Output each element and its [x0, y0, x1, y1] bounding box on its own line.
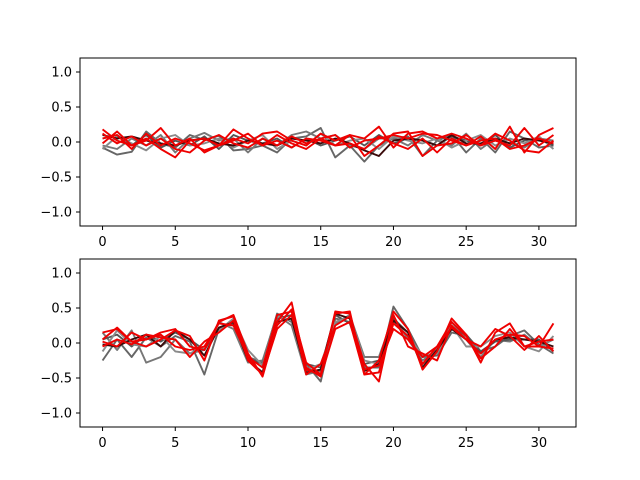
y-tick-label: −0.5 [40, 372, 72, 387]
x-tick-labels-bottom: 0 5 10 15 20 25 30 [98, 436, 547, 451]
x-tick-label: 25 [458, 436, 475, 451]
x-tick-labels-top: 0 5 10 15 20 25 30 [98, 235, 547, 250]
y-tick-label: −0.5 [40, 171, 72, 186]
x-tick-label: 20 [385, 436, 402, 451]
y-tick-label: 1.0 [51, 66, 72, 81]
tick-marks [76, 272, 540, 431]
x-tick-label: 30 [531, 436, 548, 451]
series-lines [101, 301, 555, 383]
y-tick-labels-bottom: −1.0 −0.5 0.0 0.5 1.0 [40, 267, 72, 422]
series-line-7 [102, 125, 554, 154]
subplot-bottom: −1.0 −0.5 0.0 0.5 1.0 0 5 10 15 20 25 30 [40, 258, 577, 451]
x-tick-label: 30 [531, 235, 548, 250]
series-line-8 [102, 132, 554, 154]
x-tick-label: 5 [171, 436, 179, 451]
x-tick-label: 10 [240, 436, 257, 451]
x-tick-label: 10 [240, 235, 257, 250]
x-tick-label: 20 [385, 235, 402, 250]
subplot-top: −1.0 −0.5 0.0 0.5 1.0 0 5 10 15 20 25 30 [40, 57, 577, 250]
series-lines [101, 125, 555, 163]
y-tick-label: 0.5 [51, 101, 72, 116]
series-line-3 [101, 132, 555, 152]
y-tick-label: 0.0 [51, 136, 72, 151]
y-tick-label: −1.0 [40, 206, 72, 221]
y-tick-label: −1.0 [40, 407, 72, 422]
x-tick-label: 0 [98, 436, 106, 451]
y-tick-label: 0.5 [51, 302, 72, 317]
x-tick-label: 5 [171, 235, 179, 250]
x-tick-label: 0 [98, 235, 106, 250]
x-tick-label: 25 [458, 235, 475, 250]
y-tick-labels-top: −1.0 −0.5 0.0 0.5 1.0 [40, 66, 72, 221]
tick-marks [76, 71, 540, 230]
x-tick-label: 15 [312, 235, 329, 250]
x-tick-label: 15 [312, 436, 329, 451]
y-tick-label: 1.0 [51, 267, 72, 282]
series-line-7 [101, 308, 554, 378]
series-line-8 [102, 314, 554, 378]
y-tick-label: 0.0 [51, 337, 72, 352]
